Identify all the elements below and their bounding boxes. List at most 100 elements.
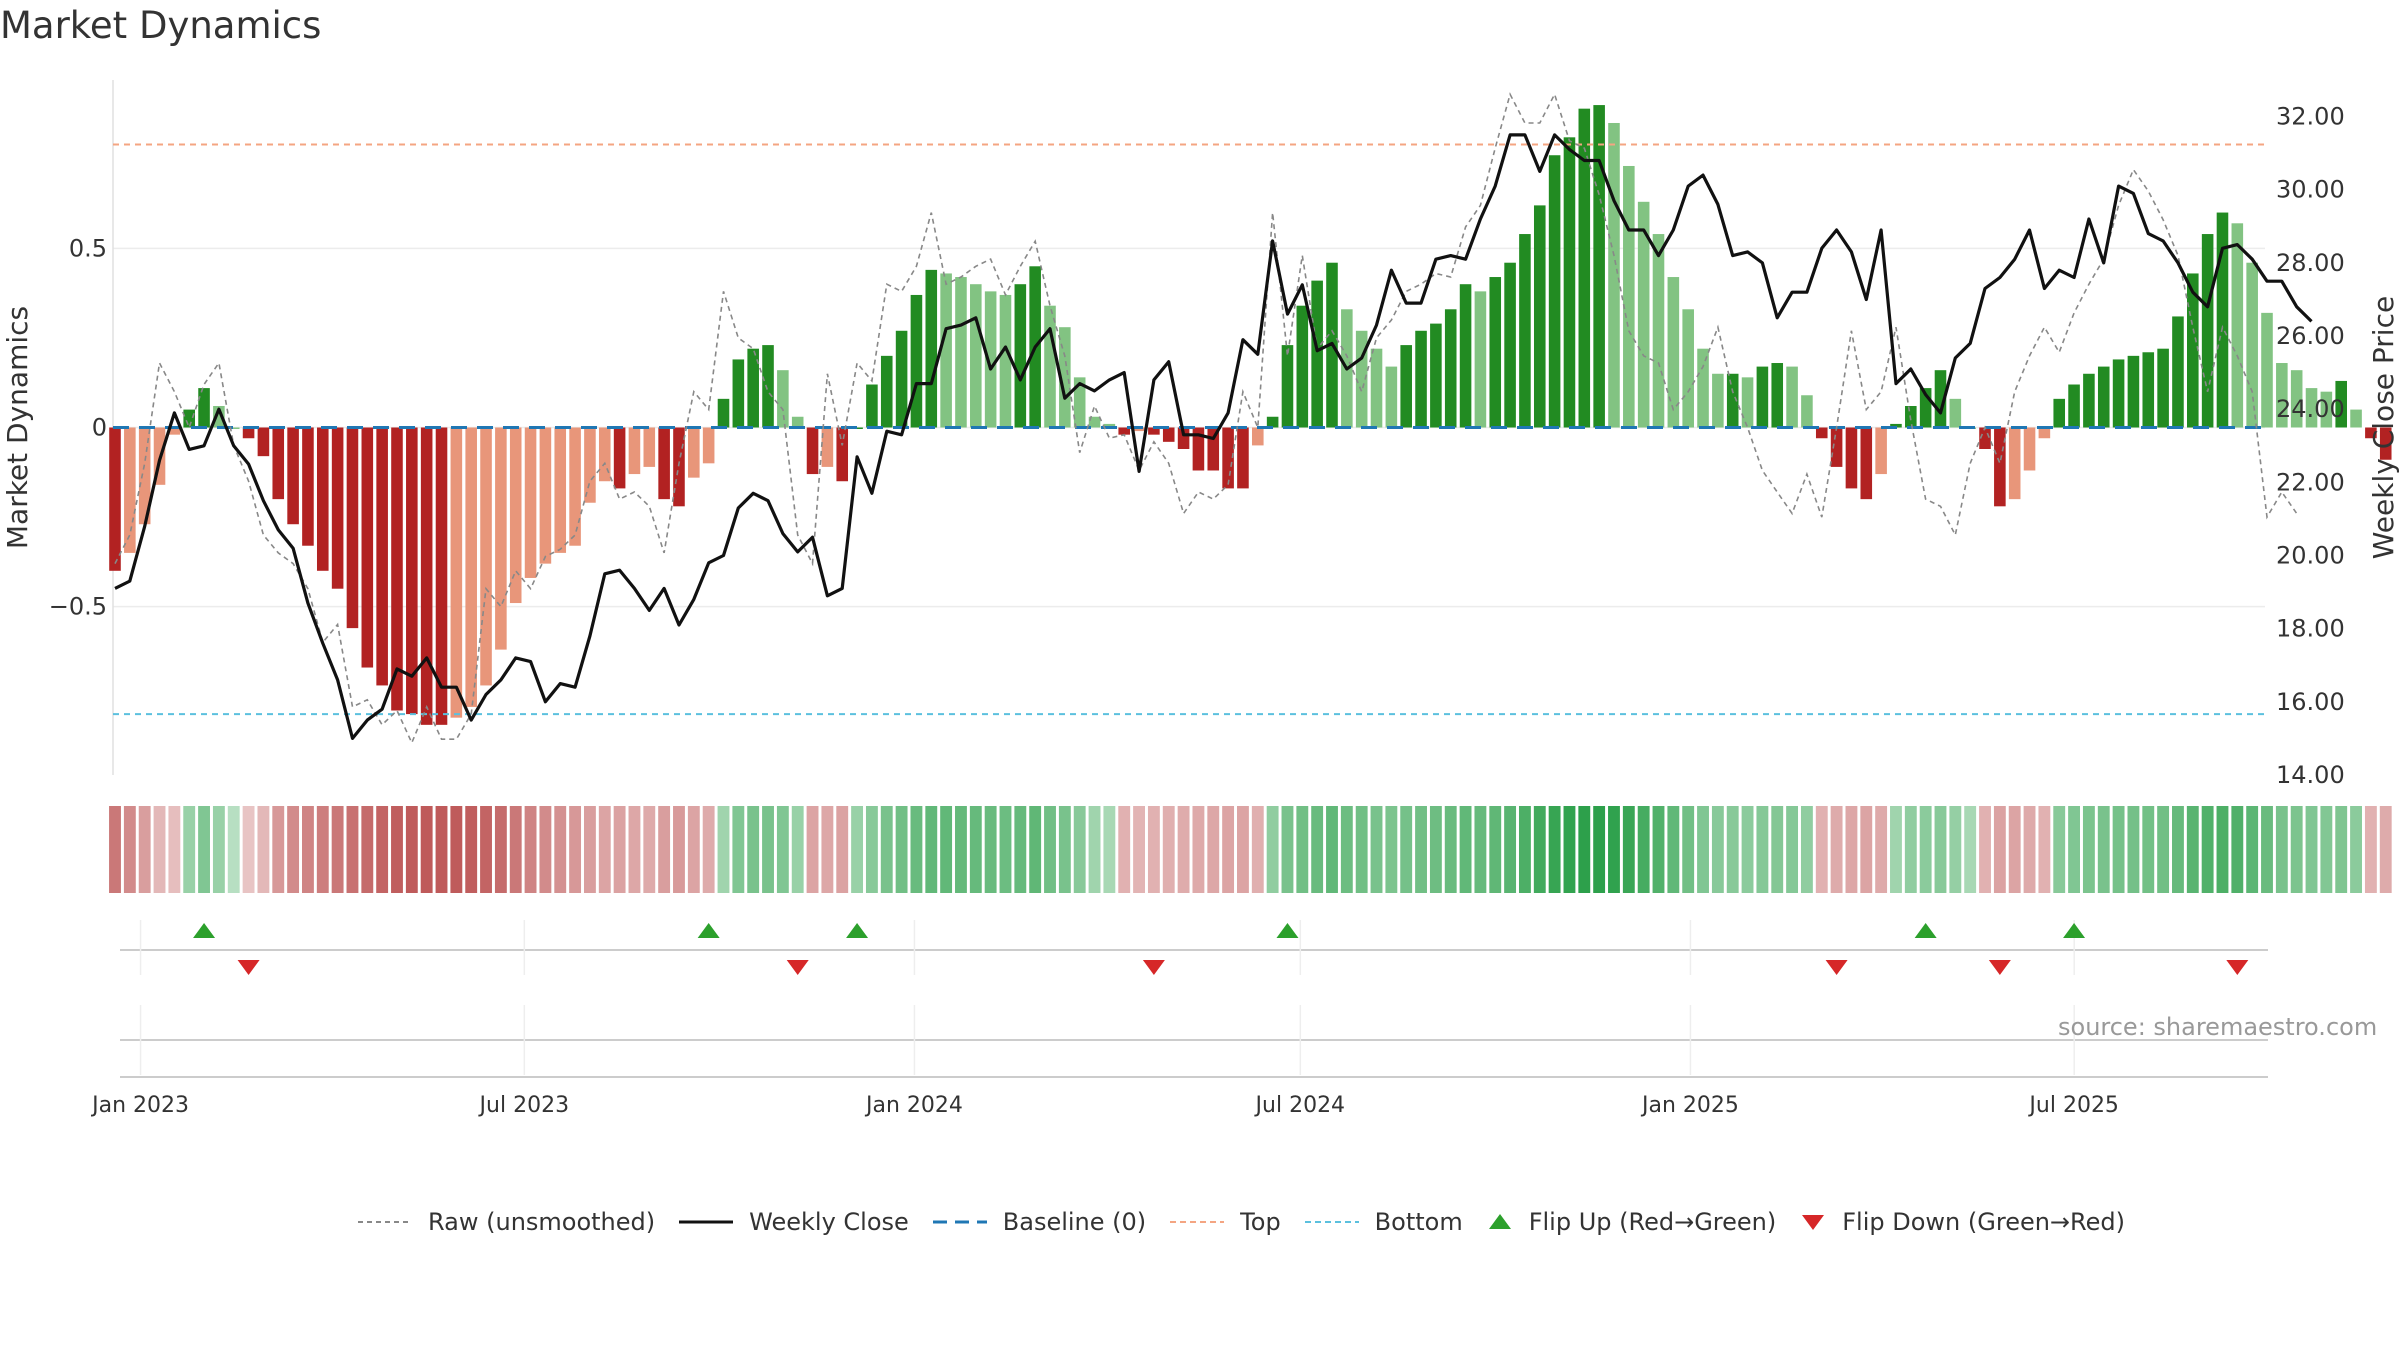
bar (1608, 122, 1620, 428)
bar (1890, 423, 1902, 428)
bar (1400, 345, 1412, 428)
heat-cell (880, 806, 893, 893)
bar (569, 427, 581, 546)
heat-cell (1133, 806, 1145, 893)
heat-cell (2379, 806, 2392, 893)
bar (1355, 330, 1368, 428)
heat-cell (2335, 806, 2348, 893)
heat-cell (969, 806, 982, 893)
bar (1741, 377, 1754, 428)
bar (762, 345, 774, 428)
bar (1266, 416, 1279, 428)
heat-cell (1029, 806, 1042, 893)
heat-cell (1251, 806, 1264, 893)
heat-cell (2261, 806, 2273, 893)
bar (1786, 366, 1798, 428)
bar (2187, 273, 2199, 428)
bar (1474, 291, 1487, 428)
bar (970, 284, 982, 428)
legend-label: Bottom (1374, 1208, 1463, 1236)
flip-up-marker (2063, 923, 2086, 938)
bar (1251, 427, 1264, 446)
bar (1979, 427, 1991, 449)
legend-swatch (679, 1220, 734, 1224)
legend-item-up: Flip Up (Red→Green) (1485, 1208, 1776, 1236)
lines-layer (113, 92, 2313, 745)
bar (1059, 327, 1071, 428)
bar (1578, 108, 1591, 428)
heat-cell (1504, 806, 1517, 893)
heat-cell (2231, 806, 2244, 893)
bar (287, 427, 299, 525)
heat-cell (109, 806, 121, 893)
heat-cell (1682, 806, 1695, 893)
heat-cell (1103, 806, 1116, 893)
heat-cell (1860, 806, 1873, 893)
bar (940, 273, 952, 428)
heat-cell (1667, 806, 1680, 893)
bar (2142, 352, 2155, 428)
bar (2112, 359, 2125, 428)
heat-cell (1147, 806, 1160, 893)
bar (420, 427, 433, 725)
heat-cell (1890, 806, 1902, 893)
bar (2290, 370, 2303, 428)
bar (183, 409, 195, 428)
legend-item-baseline: Baseline (0) (931, 1208, 1146, 1236)
bar (1385, 366, 1398, 428)
bar (391, 427, 403, 711)
heat-cell (272, 806, 285, 893)
bar (925, 269, 938, 428)
heat-cell (2305, 806, 2318, 893)
heat-cell (1044, 806, 1056, 893)
bar (1697, 348, 1709, 428)
legend-item-close: Weekly Close (677, 1208, 909, 1236)
source-label: source: sharemaestro.com (2058, 1013, 2378, 1041)
bar (895, 330, 908, 428)
bar (2097, 366, 2110, 428)
heat-cell (153, 806, 166, 893)
bar (1296, 305, 1309, 428)
bar (1934, 370, 1947, 428)
heat-cell (1237, 806, 1249, 893)
heat-cell (1459, 806, 1472, 893)
heat-cell (955, 806, 967, 893)
heat-cell (287, 806, 300, 893)
heat-cell (1934, 806, 1947, 893)
x-tick-label: Jan 2023 (90, 1093, 189, 1118)
bar (1994, 427, 2006, 507)
heat-cell (2364, 806, 2377, 893)
right-tick-label: 14.00 (2276, 761, 2345, 789)
weekly-close-line (114, 133, 2313, 741)
bar (1103, 423, 1116, 428)
bar (1148, 427, 1160, 435)
heat-cell (183, 806, 196, 893)
heat-cell (940, 806, 953, 893)
bar (1504, 262, 1516, 428)
heat-cell (1964, 806, 1977, 893)
bar (1949, 398, 1962, 428)
bar (1044, 305, 1056, 428)
axes-layer: 0.5 0 −0.5 14.00 16.00 18.00 20.00 22.00 24.00 26… (1, 103, 2400, 789)
heat-cell (1608, 806, 1620, 893)
flip-down-marker (1988, 960, 2011, 975)
bar (2246, 262, 2258, 428)
heat-cell (1875, 806, 1888, 893)
bar (346, 427, 359, 629)
heat-cell (2068, 806, 2080, 893)
bar (1652, 234, 1665, 428)
bar (2261, 312, 2273, 428)
heat-cell (1355, 806, 1368, 893)
heat-cell (732, 806, 745, 893)
heat-cell (1548, 806, 1561, 893)
heat-cell (1296, 806, 1309, 893)
heat-cell (1919, 806, 1932, 893)
heat-cell (1385, 806, 1398, 893)
left-tick-label: 0.5 (69, 234, 107, 262)
x-tick-label: Jan 2024 (864, 1093, 963, 1118)
bar (539, 427, 552, 564)
heat-cell (1578, 806, 1591, 893)
right-tick-label: 22.00 (2276, 468, 2345, 496)
legend-swatch (1488, 1214, 1511, 1229)
heat-cell (198, 806, 210, 893)
